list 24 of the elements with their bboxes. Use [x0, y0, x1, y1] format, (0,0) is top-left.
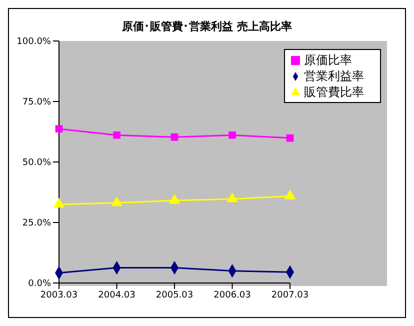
y-tick-label: 50.0%: [22, 158, 52, 168]
point: [113, 131, 120, 139]
point: [169, 194, 180, 204]
y-tick-label: 100.0%: [16, 37, 52, 48]
x-tick-label: 2007.03: [271, 290, 309, 300]
y-tick-label: 0.0%: [28, 279, 52, 290]
point: [226, 192, 238, 202]
chart-title: 原価･販管費･営業利益 売上高比率: [121, 19, 293, 35]
legend-label: 原価比率: [304, 53, 352, 67]
x-tick-label: 2005.03: [156, 290, 194, 300]
point: [170, 133, 178, 141]
y-tick-label: 25.0%: [22, 218, 52, 229]
legend-label: 営業利益率: [304, 69, 364, 83]
legend-label: 販管費比率: [304, 85, 364, 99]
y-tick-label: 75.0%: [22, 98, 52, 108]
point: [228, 131, 236, 139]
x-tick-label: 2004.03: [98, 290, 136, 300]
point: [286, 134, 294, 142]
point: [54, 198, 64, 208]
point: [284, 190, 296, 200]
x-tick-label: 2003.03: [40, 290, 78, 300]
point: [111, 196, 122, 206]
x-tick-label: 2006.03: [214, 290, 251, 300]
point: [55, 125, 63, 133]
